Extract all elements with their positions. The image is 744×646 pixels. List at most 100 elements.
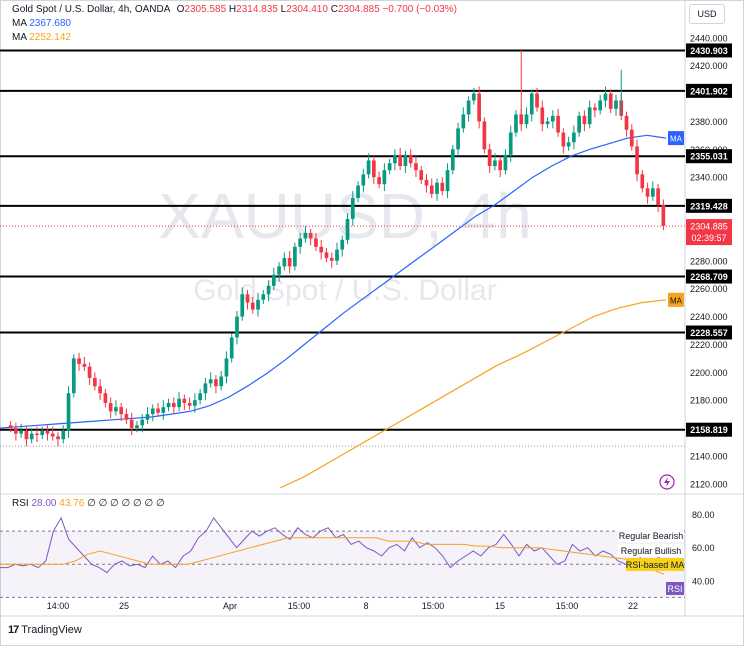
- candle[interactable]: [171, 402, 176, 408]
- candle[interactable]: [56, 436, 60, 440]
- candle[interactable]: [461, 114, 466, 129]
- currency-button[interactable]: USD: [689, 4, 725, 24]
- candle[interactable]: [472, 93, 476, 101]
- candle[interactable]: [303, 232, 308, 239]
- candle[interactable]: [314, 238, 318, 247]
- candle[interactable]: [556, 115, 560, 133]
- candle[interactable]: [24, 430, 29, 440]
- candle[interactable]: [414, 163, 418, 171]
- candle[interactable]: [208, 379, 213, 384]
- candle[interactable]: [445, 170, 450, 192]
- candle[interactable]: [308, 232, 313, 239]
- candle[interactable]: [282, 258, 287, 267]
- candle[interactable]: [393, 154, 397, 164]
- candle[interactable]: [550, 115, 555, 122]
- candle[interactable]: [456, 128, 460, 150]
- candle[interactable]: [135, 425, 139, 429]
- candle[interactable]: [482, 121, 487, 150]
- candle[interactable]: [256, 299, 260, 310]
- candle[interactable]: [324, 252, 329, 258]
- candle[interactable]: [450, 149, 455, 171]
- candle[interactable]: [219, 376, 224, 387]
- candle[interactable]: [429, 185, 434, 194]
- candle[interactable]: [182, 398, 187, 403]
- candle[interactable]: [656, 188, 660, 206]
- candle[interactable]: [93, 377, 97, 387]
- candle[interactable]: [108, 402, 113, 412]
- candle[interactable]: [224, 358, 229, 377]
- candle[interactable]: [329, 258, 334, 261]
- candle[interactable]: [250, 302, 255, 310]
- candle[interactable]: [566, 142, 571, 147]
- candle[interactable]: [277, 266, 281, 275]
- candle[interactable]: [129, 419, 134, 429]
- candle[interactable]: [335, 249, 339, 261]
- candle[interactable]: [356, 185, 360, 199]
- candle[interactable]: [466, 100, 471, 115]
- candle[interactable]: [535, 93, 539, 108]
- lightning-icon[interactable]: [659, 474, 675, 490]
- candle[interactable]: [366, 160, 371, 175]
- candle[interactable]: [403, 154, 408, 166]
- candle[interactable]: [340, 239, 345, 250]
- candle[interactable]: [8, 425, 13, 429]
- candle[interactable]: [240, 294, 245, 317]
- candle[interactable]: [161, 407, 166, 413]
- candle[interactable]: [114, 407, 118, 412]
- candle[interactable]: [124, 414, 129, 420]
- candle[interactable]: [156, 408, 160, 413]
- candle[interactable]: [629, 129, 634, 147]
- candle[interactable]: [45, 430, 50, 434]
- candle[interactable]: [477, 93, 481, 122]
- candle[interactable]: [198, 393, 202, 401]
- candle[interactable]: [87, 366, 92, 378]
- rsi-ma-line[interactable]: [0, 537, 665, 575]
- candle[interactable]: [214, 379, 218, 387]
- candle[interactable]: [487, 149, 492, 166]
- candle[interactable]: [577, 115, 581, 133]
- candle[interactable]: [582, 115, 587, 125]
- candle[interactable]: [645, 188, 650, 197]
- candle[interactable]: [361, 174, 366, 186]
- candle[interactable]: [608, 93, 613, 109]
- candle[interactable]: [193, 400, 197, 406]
- candle[interactable]: [77, 358, 81, 364]
- candle[interactable]: [103, 393, 108, 403]
- candle[interactable]: [493, 160, 497, 166]
- candle[interactable]: [235, 316, 239, 338]
- candle[interactable]: [177, 398, 181, 408]
- candle[interactable]: [29, 433, 34, 440]
- candle[interactable]: [498, 160, 503, 171]
- rsi-legend[interactable]: RSI 28.00 43.76 ∅ ∅ ∅ ∅ ∅ ∅ ∅: [12, 498, 165, 509]
- candle[interactable]: [561, 132, 566, 147]
- candle[interactable]: [319, 246, 324, 253]
- candle[interactable]: [650, 188, 655, 197]
- candle[interactable]: [245, 294, 250, 303]
- candle[interactable]: [377, 177, 381, 185]
- candle[interactable]: [50, 433, 55, 437]
- candle[interactable]: [382, 170, 387, 185]
- candle[interactable]: [287, 258, 292, 267]
- candle[interactable]: [40, 430, 45, 436]
- candle[interactable]: [229, 337, 234, 359]
- candle[interactable]: [150, 408, 155, 415]
- ma-slow-legend[interactable]: MA 2252.142: [12, 32, 71, 43]
- candle[interactable]: [166, 402, 171, 408]
- candle[interactable]: [514, 114, 518, 133]
- candle[interactable]: [545, 121, 550, 125]
- candle[interactable]: [145, 414, 150, 420]
- candle[interactable]: [603, 93, 608, 101]
- candle[interactable]: [572, 132, 576, 143]
- candle[interactable]: [261, 294, 266, 300]
- candle[interactable]: [440, 182, 445, 192]
- candle[interactable]: [614, 100, 618, 109]
- candle[interactable]: [593, 107, 597, 111]
- candle[interactable]: [66, 393, 71, 431]
- ma-fast-legend[interactable]: MA 2367.680: [12, 18, 71, 29]
- rsi-line[interactable]: [0, 516, 665, 574]
- candle[interactable]: [524, 114, 529, 125]
- candle[interactable]: [203, 383, 208, 394]
- candle[interactable]: [140, 419, 145, 426]
- ma-slow-line[interactable]: [279, 299, 667, 489]
- candle[interactable]: [298, 238, 302, 247]
